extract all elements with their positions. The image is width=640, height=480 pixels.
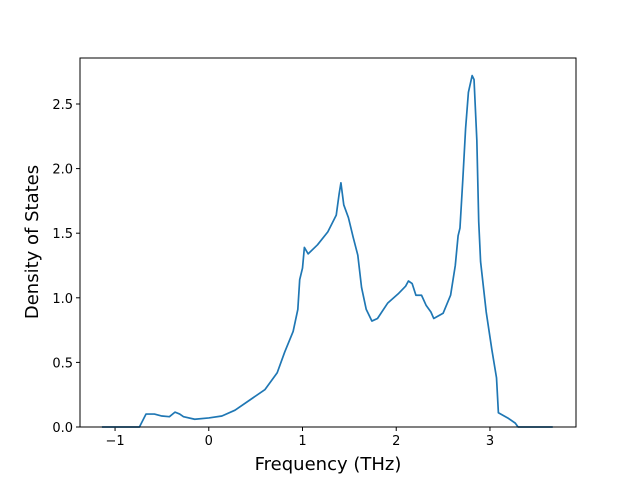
x-tick-label: 3: [486, 434, 494, 449]
x-axis-label: Frequency (THz): [255, 454, 402, 475]
y-tick-label: 2.0: [52, 163, 73, 178]
x-tick-label: 1: [298, 434, 306, 449]
x-tick-label: 2: [392, 434, 400, 449]
y-tick-label: 0.5: [52, 356, 73, 371]
y-tick-label: 0.0: [52, 421, 73, 436]
x-tick-label: 0: [205, 434, 213, 449]
x-tick-label: −1: [105, 434, 124, 449]
y-tick-label: 2.5: [52, 98, 73, 113]
y-tick-label: 1.0: [52, 292, 73, 307]
plot-frame: [79, 57, 577, 428]
y-tick-label: 1.5: [52, 227, 73, 242]
line: [101, 74, 553, 428]
y-axis-label: Density of States: [22, 165, 43, 319]
